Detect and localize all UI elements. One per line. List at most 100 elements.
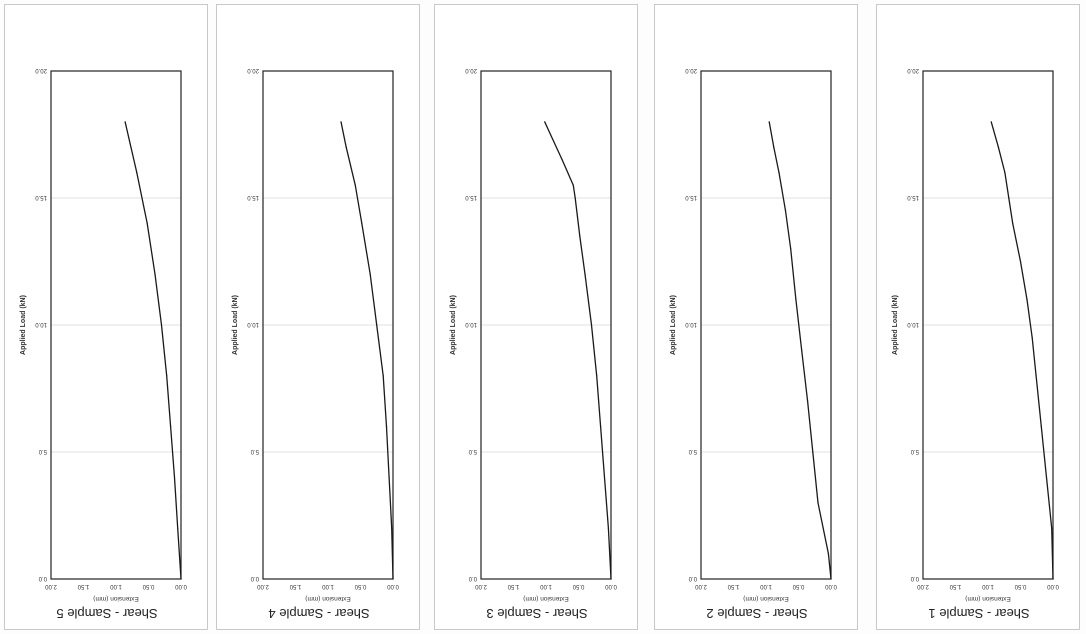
data-point (354, 184, 356, 186)
chart-panel-sample-4: 0.00 0.50 1.00 1.50 2.00 0.0 5.0 10.0 15.0 20.0 Ex… (216, 4, 420, 630)
data-point (544, 121, 546, 123)
data-point (790, 248, 792, 250)
x-tick-label: 0.0 (688, 575, 697, 581)
chart-panel-sample-3: 0.00 0.50 1.00 1.50 2.00 0.0 5.0 10.0 15.0 20.0 Ex… (434, 4, 638, 630)
data-point (1051, 527, 1053, 529)
y-axis-label: Extension (mm) (523, 595, 569, 602)
data-point (784, 210, 787, 212)
x-tick-label: 10.0 (247, 321, 259, 327)
x-axis-label: Applied Load (kN) (450, 295, 457, 355)
data-point (572, 184, 574, 186)
data-point (391, 527, 393, 529)
x-tick-label: 20.0 (35, 67, 47, 73)
y-axis-label: Extension (mm) (743, 595, 789, 602)
plot-frame (50, 70, 182, 580)
chart-svg-sample-3: 0.00 0.50 1.00 1.50 2.00 0.0 5.0 10.0 15.0 20.0 Ex… (450, 67, 617, 621)
y-tick-label: 1.00 (540, 583, 552, 589)
data-point (385, 426, 388, 428)
plot-frame (922, 70, 1054, 580)
data-point (1026, 299, 1028, 301)
chart-title: Shear - Sample 2 (706, 606, 807, 621)
data-point (173, 476, 176, 478)
x-tick-label: 15.0 (465, 194, 477, 200)
data-point (807, 400, 809, 402)
y-tick-label: 0.00 (605, 583, 617, 589)
data-point (990, 121, 992, 123)
data-point (382, 375, 384, 377)
series-line (340, 121, 394, 580)
y-tick-label: 0.50 (1014, 583, 1026, 589)
data-point (1031, 337, 1033, 339)
x-axis-label: Applied Load (kN) (892, 295, 899, 355)
y-tick-label: 2.00 (475, 583, 487, 589)
y-tick-label: 1.00 (110, 583, 122, 589)
x-tick-label: 15.0 (907, 194, 919, 200)
chart-title: Shear - Sample 5 (56, 606, 157, 621)
y-tick-label: 1.00 (982, 583, 994, 589)
chart-panel-sample-5: 0.00 0.50 1.00 1.50 2.00 0.0 5.0 10.0 15.0 20.0 Ex… (4, 4, 208, 630)
x-tick-label: 10.0 (35, 321, 47, 327)
y-tick-label: 2.00 (45, 583, 57, 589)
series-line (768, 121, 832, 580)
data-point (997, 146, 999, 148)
data-point (170, 426, 172, 428)
plot-frame (262, 70, 394, 580)
data-point (561, 159, 563, 161)
x-tick-label: 20.0 (465, 67, 477, 73)
chart-rotated-group: 0.00 0.50 1.00 1.50 2.00 0.0 5.0 10.0 15.0 20.0 Ex… (670, 67, 837, 621)
x-tick-label: 20.0 (907, 67, 919, 73)
data-point (1035, 375, 1037, 377)
chart-rotated-group: 0.00 0.50 1.00 1.50 2.00 0.0 5.0 10.0 15.0 20.0 Ex… (450, 67, 617, 621)
x-tick-label: 10.0 (465, 321, 477, 327)
data-point (549, 133, 552, 136)
data-point (773, 146, 775, 148)
data-point (768, 121, 770, 123)
data-point (1019, 260, 1022, 263)
x-tick-label: 15.0 (35, 194, 47, 200)
data-point (830, 578, 832, 580)
chart-svg-sample-4: 0.00 0.50 1.00 1.50 2.00 0.0 5.0 10.0 15.0 20.0 Ex… (232, 67, 399, 621)
y-tick-label: 0.50 (142, 583, 154, 589)
data-point (817, 502, 819, 504)
data-point (827, 553, 829, 555)
data-point (610, 578, 612, 580)
x-tick-label: 20.0 (247, 67, 259, 73)
data-point (596, 375, 598, 377)
data-point (369, 273, 371, 275)
data-point (579, 235, 581, 237)
series-line (544, 121, 612, 580)
data-point (778, 172, 780, 174)
x-tick-label: 5.0 (688, 448, 697, 454)
x-tick-label: 0.0 (250, 575, 259, 581)
chart-title: Shear - Sample 3 (486, 606, 587, 621)
data-point (1008, 197, 1010, 199)
y-axis-label: Extension (mm) (965, 595, 1011, 602)
data-point (1045, 476, 1048, 478)
data-point (180, 578, 182, 580)
chart-rotated-group: 0.00 0.50 1.00 1.50 2.00 0.0 5.0 10.0 15.0 20.0 Ex… (232, 67, 399, 621)
y-tick-label: 1.50 (949, 583, 961, 589)
y-tick-label: 2.00 (257, 583, 269, 589)
data-point (160, 324, 163, 326)
plot-frame (700, 70, 832, 580)
data-point (166, 375, 168, 377)
data-point (154, 273, 156, 275)
x-axis-label: Applied Load (kN) (670, 295, 677, 355)
series-line (990, 121, 1054, 580)
y-tick-label: 0.50 (792, 583, 804, 589)
data-point (376, 324, 378, 326)
x-tick-label: 20.0 (685, 67, 697, 73)
y-tick-label: 0.00 (1047, 583, 1059, 589)
data-point (136, 172, 138, 174)
data-point (812, 451, 814, 453)
chart-title: Shear - Sample 1 (928, 606, 1029, 621)
y-tick-label: 2.00 (917, 583, 929, 589)
x-tick-label: 5.0 (910, 448, 919, 454)
x-tick-label: 10.0 (685, 321, 697, 327)
chart-title: Shear - Sample 4 (268, 606, 369, 621)
y-tick-label: 0.00 (175, 583, 187, 589)
data-point (801, 349, 803, 351)
data-point (392, 578, 394, 580)
x-axis-label: Applied Load (kN) (20, 295, 27, 355)
